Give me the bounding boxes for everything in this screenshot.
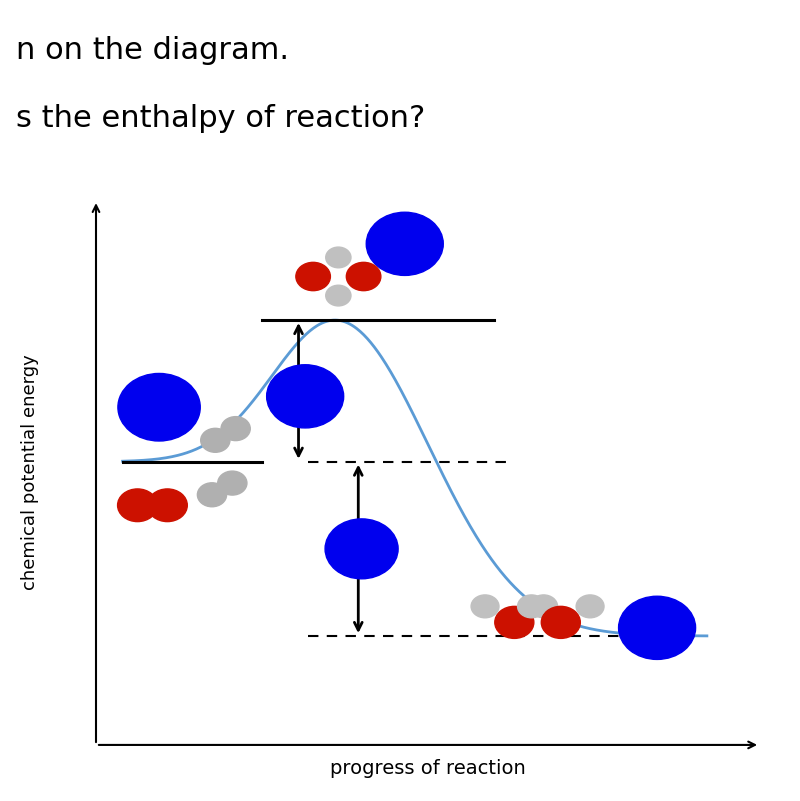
X-axis label: progress of reaction: progress of reaction (330, 759, 526, 778)
Circle shape (325, 519, 398, 579)
Circle shape (471, 595, 499, 618)
Circle shape (198, 483, 226, 507)
Circle shape (118, 373, 200, 441)
Circle shape (326, 247, 351, 268)
Circle shape (266, 364, 344, 428)
Circle shape (346, 263, 381, 291)
Circle shape (118, 489, 158, 521)
Circle shape (542, 606, 580, 638)
Circle shape (296, 263, 330, 291)
Circle shape (576, 595, 604, 618)
Circle shape (366, 212, 443, 276)
Circle shape (518, 595, 546, 618)
Circle shape (530, 595, 558, 618)
Circle shape (201, 429, 230, 453)
Circle shape (618, 596, 695, 659)
Circle shape (494, 606, 534, 638)
Text: s the enthalpy of reaction?: s the enthalpy of reaction? (16, 104, 426, 133)
Text: chemical potential energy: chemical potential energy (21, 355, 38, 590)
Text: n on the diagram.: n on the diagram. (16, 36, 289, 65)
Circle shape (218, 471, 247, 495)
Circle shape (147, 489, 187, 521)
Circle shape (326, 285, 351, 306)
Circle shape (221, 417, 250, 441)
